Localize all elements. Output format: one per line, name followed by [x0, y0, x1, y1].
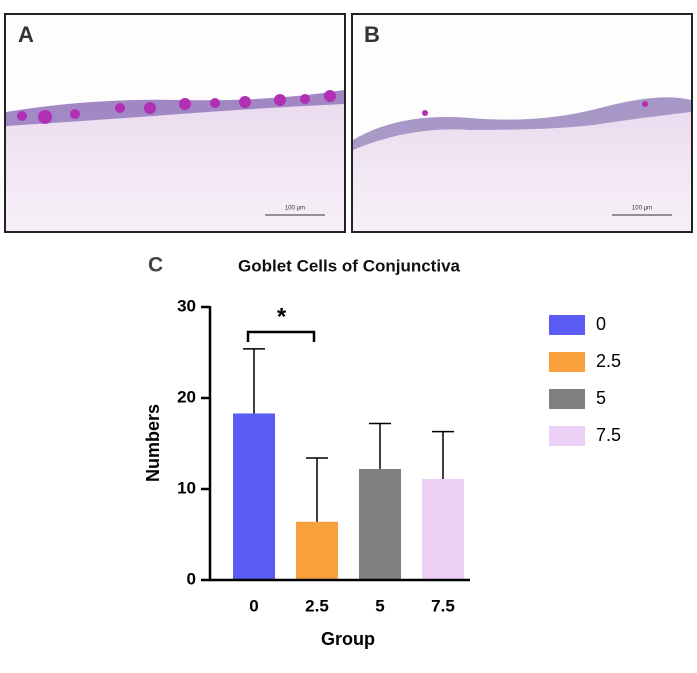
x-axis-label: Group: [321, 629, 375, 649]
x-tick-label: 5: [375, 596, 384, 615]
tissue: [6, 90, 344, 231]
legend-label: 2.5: [596, 351, 621, 371]
panel-a: 100 μm A: [4, 13, 346, 233]
x-tick-label: 0: [249, 596, 258, 615]
goblet-cell: [642, 101, 648, 107]
legend-swatch: [549, 389, 585, 409]
epithelium: [353, 97, 691, 150]
significance-bracket: [246, 330, 316, 342]
y-tick-label: 10: [177, 478, 196, 497]
y-tick-label: 0: [187, 569, 196, 588]
legend-swatch: [549, 315, 585, 335]
y-tick-label: 20: [177, 387, 196, 406]
bar: [296, 521, 338, 580]
tissue: [353, 97, 691, 231]
panel-label: B: [364, 22, 380, 47]
panel-label: A: [18, 22, 34, 47]
legend-label: 0: [596, 314, 606, 334]
bar: [359, 468, 401, 580]
legend-swatch: [549, 352, 585, 372]
y-tick-label: 30: [177, 296, 196, 315]
bar: [422, 478, 464, 580]
y-axis-label: Numbers: [143, 404, 163, 482]
bar-chart: C Goblet Cells of Conjunctiva Numbers Gr…: [143, 254, 621, 649]
significance-label: *: [277, 303, 287, 330]
panel-label: C: [148, 254, 163, 277]
epithelium: [6, 90, 344, 126]
x-tick-label: 7.5: [431, 596, 455, 615]
panel-b: 100 μm B: [351, 13, 693, 233]
x-tick-label: 2.5: [305, 596, 329, 615]
goblet-cells: [17, 90, 336, 124]
legend-label: 5: [596, 388, 606, 408]
bar: [233, 413, 275, 580]
legend-swatch: [549, 426, 585, 446]
legend-label: 7.5: [596, 425, 621, 445]
scale-bar-label: 100 μm: [285, 206, 305, 212]
chart-title: Goblet Cells of Conjunctiva: [238, 256, 461, 275]
scale-bar-label: 100 μm: [632, 206, 652, 212]
goblet-cell: [422, 110, 428, 116]
